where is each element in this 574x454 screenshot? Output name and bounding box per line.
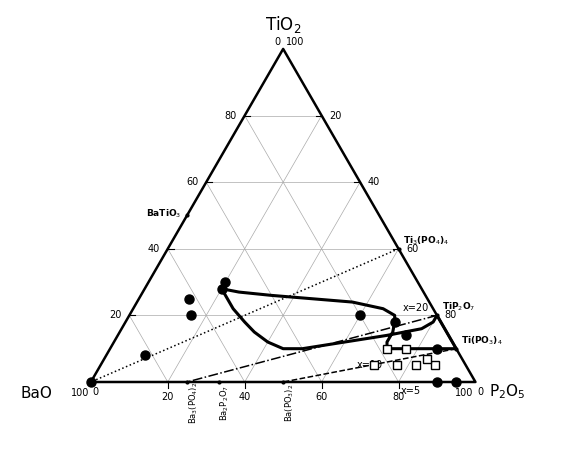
Text: Ti(PO$_3$)$_4$: Ti(PO$_3$)$_4$ [461,334,503,347]
Text: TiP$_2$O$_7$: TiP$_2$O$_7$ [441,301,475,313]
Text: P$_2$O$_5$: P$_2$O$_5$ [489,382,525,401]
Text: Ba(PO$_3$)$_2$: Ba(PO$_3$)$_2$ [283,384,296,422]
Text: 20: 20 [162,392,174,402]
Text: 60: 60 [187,177,199,187]
Text: 100: 100 [455,388,474,398]
Text: 0: 0 [478,387,483,397]
Text: Ba$_2$P$_2$O$_7$: Ba$_2$P$_2$O$_7$ [219,385,231,421]
Text: TiO$_2$: TiO$_2$ [265,15,301,35]
Text: 80: 80 [393,392,405,402]
Text: BaO: BaO [21,386,52,401]
Text: x=5: x=5 [401,386,421,396]
Text: BaTiO$_3$: BaTiO$_3$ [146,207,181,220]
Text: 100: 100 [286,37,305,47]
Text: 60: 60 [406,244,418,254]
Text: Ba$_3$(PO$_4$)$_2$: Ba$_3$(PO$_4$)$_2$ [187,382,200,424]
Text: 40: 40 [368,177,380,187]
Text: 40: 40 [239,392,251,402]
Text: 60: 60 [316,392,328,402]
Text: 0: 0 [93,387,99,397]
Text: 100: 100 [71,388,89,398]
Text: 80: 80 [445,311,457,321]
Text: x=20: x=20 [402,303,429,313]
Text: 20: 20 [109,311,122,321]
Text: 40: 40 [148,244,160,254]
Text: 20: 20 [329,110,342,121]
Text: Ti$_3$(PO$_4$)$_4$: Ti$_3$(PO$_4$)$_4$ [403,234,449,247]
Text: 0: 0 [274,37,280,47]
Text: 80: 80 [225,110,237,121]
Text: x=10: x=10 [356,360,382,370]
